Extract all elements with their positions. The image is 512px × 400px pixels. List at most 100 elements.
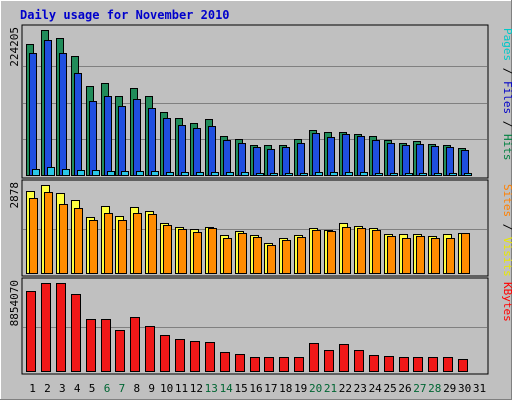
bar-sites-day-10 xyxy=(163,225,172,274)
bar-pages-day-16 xyxy=(256,173,264,176)
bar-kbytes-day-5 xyxy=(86,319,96,372)
bar-pages-day-28 xyxy=(434,173,442,176)
x-tick-label: 19 xyxy=(294,382,307,395)
x-tick-label: 23 xyxy=(354,382,367,395)
bar-kbytes-day-7 xyxy=(115,330,125,372)
x-tick-label: 9 xyxy=(148,382,155,395)
bar-pages-day-14 xyxy=(226,172,234,176)
bar-kbytes-day-25 xyxy=(384,356,394,372)
bar-kbytes-day-6 xyxy=(101,319,111,372)
bar-files-day-5 xyxy=(89,101,97,176)
bar-sites-day-27 xyxy=(416,236,425,274)
bar-sites-day-21 xyxy=(327,231,336,274)
bar-sites-day-23 xyxy=(357,228,366,274)
bar-pages-day-6 xyxy=(107,171,115,176)
bar-files-day-16 xyxy=(253,147,261,176)
bar-pages-day-25 xyxy=(390,173,398,176)
bar-pages-day-26 xyxy=(405,173,413,176)
bar-files-day-25 xyxy=(387,143,395,176)
bar-files-day-11 xyxy=(178,125,186,176)
bar-kbytes-day-2 xyxy=(41,283,51,372)
axis-legend: KBytes xyxy=(501,282,512,322)
x-tick-label: 4 xyxy=(74,382,81,395)
bar-kbytes-day-29 xyxy=(443,357,453,372)
axis-legend: Pages / Files / Hits xyxy=(501,28,512,161)
x-tick-label: 16 xyxy=(249,382,262,395)
bar-pages-day-22 xyxy=(345,172,353,176)
bar-pages-day-5 xyxy=(92,170,100,176)
bar-sites-day-4 xyxy=(74,208,83,274)
bar-sites-day-15 xyxy=(238,233,247,274)
bar-files-day-13 xyxy=(208,126,216,176)
bar-kbytes-day-4 xyxy=(71,294,81,372)
panel-hits-files-pages: 224205 Pages / Files / Hits xyxy=(8,24,512,179)
bar-files-day-15 xyxy=(238,143,246,176)
bar-pages-day-13 xyxy=(211,172,219,176)
x-tick-label: 24 xyxy=(369,382,383,395)
bar-pages-day-21 xyxy=(330,172,338,176)
bar-files-day-6 xyxy=(104,96,112,176)
bar-sites-day-26 xyxy=(402,238,411,274)
x-tick-label: 28 xyxy=(428,382,441,395)
x-tick-label: 10 xyxy=(160,382,173,395)
bar-kbytes-day-1 xyxy=(26,291,36,372)
bar-files-day-24 xyxy=(372,140,380,176)
bar-pages-day-29 xyxy=(449,173,457,176)
panel-kbytes: 8854070 KBytes xyxy=(8,277,512,375)
bar-sites-day-13 xyxy=(208,228,217,274)
bar-files-day-30 xyxy=(461,150,469,176)
bar-sites-day-22 xyxy=(342,227,351,274)
bar-kbytes-day-14 xyxy=(220,352,230,372)
bar-pages-day-10 xyxy=(166,172,174,176)
bar-sites-day-19 xyxy=(297,237,306,274)
bar-pages-day-11 xyxy=(181,172,189,176)
bar-pages-day-24 xyxy=(375,173,383,176)
bar-kbytes-day-21 xyxy=(324,350,334,372)
bar-files-day-27 xyxy=(416,144,424,176)
x-tick-label: 31 xyxy=(473,382,486,395)
bar-pages-day-17 xyxy=(270,173,278,176)
bar-files-day-10 xyxy=(163,118,171,176)
x-tick-label: 12 xyxy=(190,382,203,395)
x-tick-label: 14 xyxy=(220,382,234,395)
x-tick-label: 29 xyxy=(443,382,456,395)
bar-pages-day-3 xyxy=(62,169,70,176)
bar-files-day-23 xyxy=(357,136,365,176)
bar-kbytes-day-30 xyxy=(458,359,468,372)
x-tick-label: 30 xyxy=(458,382,471,395)
bar-kbytes-day-23 xyxy=(354,350,364,372)
bar-files-day-29 xyxy=(446,147,454,176)
bar-kbytes-day-10 xyxy=(160,335,170,372)
bar-kbytes-day-15 xyxy=(235,354,245,372)
bar-files-day-22 xyxy=(342,134,350,176)
bar-sites-day-12 xyxy=(193,232,202,274)
y-max-label: 224205 xyxy=(8,27,21,67)
bar-kbytes-day-19 xyxy=(294,357,304,372)
bar-sites-day-8 xyxy=(133,213,142,274)
bar-pages-day-2 xyxy=(47,167,55,176)
x-tick-label: 18 xyxy=(279,382,292,395)
bar-kbytes-day-26 xyxy=(399,357,409,372)
bar-files-day-7 xyxy=(118,106,126,176)
x-tick-label: 13 xyxy=(205,382,218,395)
bar-sites-day-2 xyxy=(44,192,53,274)
bar-sites-day-1 xyxy=(29,198,38,274)
bar-pages-day-19 xyxy=(300,173,308,176)
bar-kbytes-day-22 xyxy=(339,344,349,372)
bar-files-day-9 xyxy=(148,108,156,176)
bar-kbytes-day-18 xyxy=(279,357,289,372)
x-tick-label: 8 xyxy=(133,382,140,395)
x-tick-label: 25 xyxy=(383,382,396,395)
bar-pages-day-18 xyxy=(285,173,293,176)
bar-kbytes-day-28 xyxy=(428,357,438,372)
bar-files-day-17 xyxy=(267,149,275,176)
bar-sites-day-29 xyxy=(446,238,455,274)
bar-pages-day-30 xyxy=(464,173,472,176)
bar-sites-day-16 xyxy=(253,237,262,274)
x-tick-label: 20 xyxy=(309,382,322,395)
bar-files-day-2 xyxy=(44,40,52,176)
x-tick-label: 5 xyxy=(89,382,96,395)
bar-kbytes-day-24 xyxy=(369,355,379,372)
bar-kbytes-day-13 xyxy=(205,342,215,372)
